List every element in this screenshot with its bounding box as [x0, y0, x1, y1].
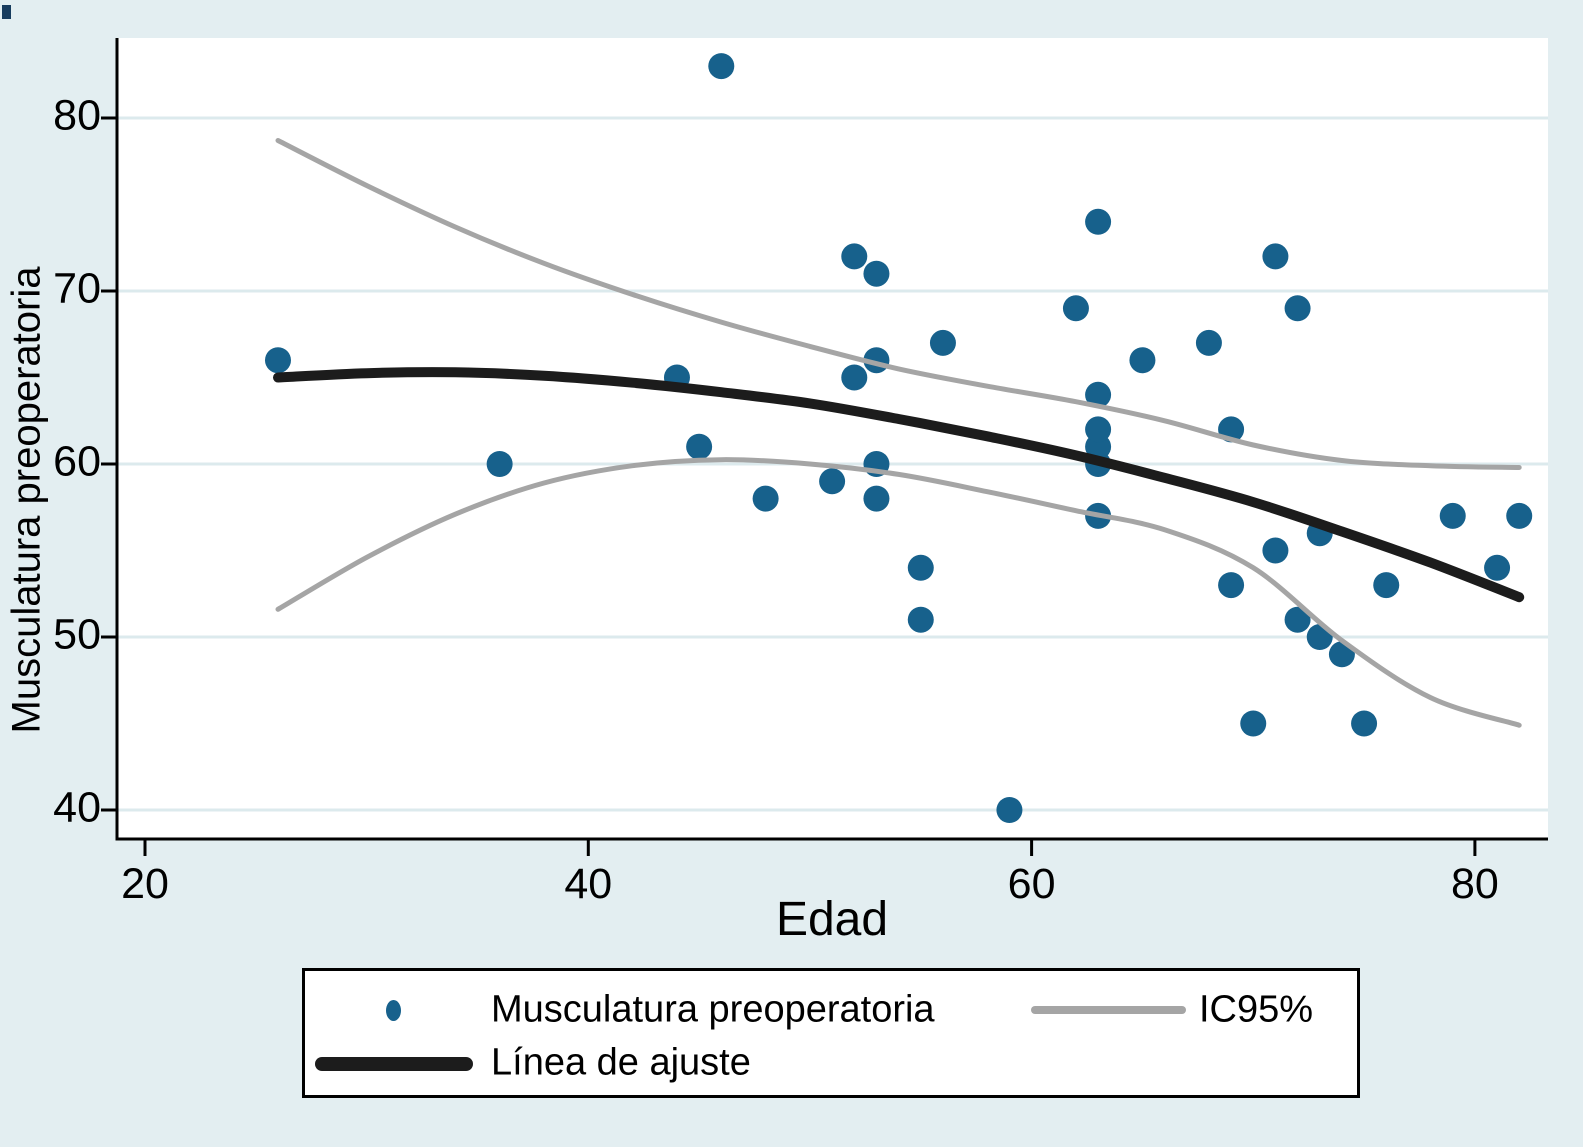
scatter-point: [1262, 243, 1289, 270]
scatter-point: [1484, 554, 1511, 581]
scatter-point: [1085, 416, 1112, 443]
scatter-point: [1506, 502, 1533, 529]
y-tick-label: 60: [53, 437, 101, 486]
scatter-point: [1439, 502, 1466, 529]
scatter-point: [486, 451, 513, 477]
scatter-point: [686, 433, 713, 460]
scatter-point: [1085, 208, 1112, 235]
legend-label-scatter: Musculatura preoperatoria: [491, 988, 935, 1031]
scatter-point: [863, 485, 890, 512]
x-axis-title: Edad: [775, 893, 889, 946]
scatter-point: [1240, 710, 1267, 737]
legend-fit-line-swatch: [315, 1057, 473, 1071]
ci-upper-line: [275, 138, 1522, 470]
y-tick-label: 70: [53, 264, 101, 313]
scatter-point: [929, 329, 956, 356]
scatter-point: [907, 554, 934, 581]
scatter-point: [752, 485, 779, 512]
plot-region: [117, 38, 1548, 839]
legend-label-fit: Línea de ajuste: [491, 1041, 751, 1084]
y-axis-title: Musculatura preoperatoria: [4, 266, 49, 734]
scatter-point: [841, 243, 868, 270]
y-tick-label: 40: [53, 783, 101, 832]
x-tick-label: 60: [1007, 860, 1056, 908]
scatter-point: [841, 364, 868, 391]
scatter-point: [863, 260, 890, 287]
legend-ci-line-swatch: [1031, 1006, 1186, 1014]
scatter-point: [996, 797, 1023, 823]
fit-line: [273, 367, 1525, 603]
scatter-point: [1195, 329, 1222, 356]
legend-label-ci: IC95%: [1199, 988, 1314, 1031]
scatter-point: [1262, 537, 1289, 564]
scatter-point: [819, 468, 846, 495]
scatter-point: [708, 53, 735, 80]
corner-artifact: [2, 5, 11, 19]
scatter-point: [1351, 710, 1378, 737]
scatter-point: [1284, 606, 1311, 633]
y-tick-label: 80: [53, 91, 101, 140]
scatter-point: [1129, 347, 1156, 374]
ci-lower-line: [275, 457, 1522, 728]
scatter-point: [1373, 572, 1400, 599]
scatter-point: [907, 606, 934, 633]
legend-scatter-marker: [386, 1000, 401, 1021]
legend: Musculatura preoperatoria IC95% Línea de…: [302, 968, 1360, 1098]
x-tick-label: 40: [564, 860, 613, 908]
scatter-point: [1218, 572, 1245, 599]
x-tick-label: 20: [121, 860, 169, 908]
scatter-point: [264, 347, 291, 374]
y-tick-label: 50: [53, 610, 101, 659]
scatter-point: [1085, 381, 1112, 408]
scatter-point: [1062, 295, 1089, 322]
scatter-point: [1284, 295, 1311, 322]
x-tick-label: 80: [1450, 860, 1499, 908]
